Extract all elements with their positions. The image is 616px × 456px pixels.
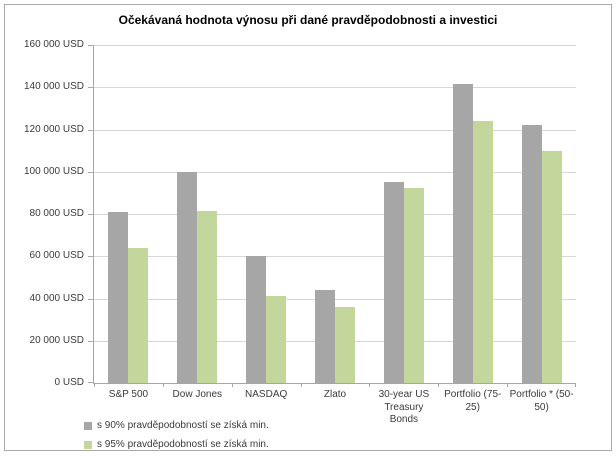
bar-series1 — [383, 182, 404, 383]
bar-groups — [94, 45, 576, 383]
bar-series1 — [108, 211, 129, 383]
y-axis-tick — [88, 87, 94, 89]
chart-title: Očekávaná hodnota výnosu při dané pravdě… — [118, 13, 498, 27]
y-axis-tick — [88, 45, 94, 46]
bar-group — [163, 45, 232, 383]
x-axis-tick — [231, 383, 233, 387]
legend-label-95pct: s 95% pravděpodobností se získá min. — [97, 439, 269, 450]
y-axis-tick — [88, 214, 94, 215]
bar-group — [301, 45, 370, 383]
y-axis-label: 80 000 USD — [29, 208, 84, 219]
gridline — [94, 87, 576, 89]
legend-item-95pct: s 95% pravděpodobností se získá min. — [84, 435, 269, 454]
x-axis-label: Zlato — [323, 389, 347, 400]
x-axis-label: 30-year US Treasury Bonds — [378, 389, 430, 425]
y-axis-label: 60 000 USD — [29, 250, 84, 262]
bar-series2 — [266, 296, 287, 383]
bar-series2 — [128, 247, 149, 383]
y-axis-tick — [88, 129, 94, 131]
legend-swatch-90pct — [84, 421, 92, 430]
x-axis-label: Portfolio * (50-50) — [509, 389, 574, 413]
x-axis-label: Dow Jones — [172, 389, 223, 400]
bar-series2 — [472, 121, 493, 383]
x-axis-tick — [94, 383, 95, 387]
bar-series1 — [315, 290, 335, 383]
x-axis-labels: S&P 500 Dow Jones NASDAQ Zlato 30-year US Tr… — [94, 389, 576, 427]
gridline — [94, 45, 576, 46]
bar-series1 — [452, 84, 473, 383]
bar-group — [232, 45, 301, 383]
y-axis-tick — [88, 298, 94, 300]
y-axis-tick — [88, 340, 94, 342]
bar-series1 — [246, 256, 267, 383]
x-axis-tick — [438, 383, 440, 387]
y-axis-tick — [88, 171, 94, 173]
bar-group — [507, 45, 576, 383]
y-axis-label: 160 000 USD — [23, 39, 84, 50]
x-axis-label: Portfolio (75-25) — [444, 389, 502, 413]
gridline — [94, 129, 576, 131]
plot-area: S&P 500 Dow Jones NASDAQ Zlato 30-year US Tr… — [24, 39, 576, 425]
gridline — [94, 171, 576, 173]
y-axis-label: 120 000 USD — [23, 123, 84, 135]
bar-series2 — [197, 210, 218, 383]
legend: s 90% pravděpodobností se získá min. s 9… — [84, 416, 269, 454]
x-axis-tick — [575, 383, 576, 387]
y-axis-label: 40 000 USD — [29, 292, 84, 304]
bar-group — [438, 45, 507, 383]
x-axis-tick — [369, 383, 371, 387]
y-axis-label: 100 000 USD — [23, 165, 84, 177]
x-axis-label: S&P 500 — [108, 389, 149, 400]
y-axis-label: 0 USD — [54, 377, 84, 388]
x-axis-label: NASDAQ — [245, 389, 288, 400]
y-axis-tick — [88, 382, 94, 383]
bar-series2 — [335, 306, 355, 383]
gridline — [94, 298, 576, 300]
gridline — [94, 214, 576, 215]
legend-item-90pct: s 90% pravděpodobností se získá min. — [84, 416, 269, 435]
y-axis-label: 20 000 USD — [29, 334, 84, 346]
bar-group — [94, 45, 163, 383]
gridline — [94, 256, 576, 258]
y-axis-tick — [88, 256, 94, 258]
y-axis-label: 140 000 USD — [23, 81, 84, 93]
x-axis-tick — [300, 383, 302, 387]
bar-series2 — [541, 150, 562, 383]
bar-series2 — [403, 187, 424, 383]
bar-group — [369, 45, 438, 383]
bar-series1 — [521, 125, 542, 383]
legend-label-90pct: s 90% pravděpodobností se získá min. — [97, 420, 269, 431]
legend-swatch-95pct — [84, 440, 92, 449]
x-axis-tick — [507, 383, 509, 387]
x-axis-tick — [162, 383, 164, 387]
bar-series1 — [177, 171, 198, 383]
